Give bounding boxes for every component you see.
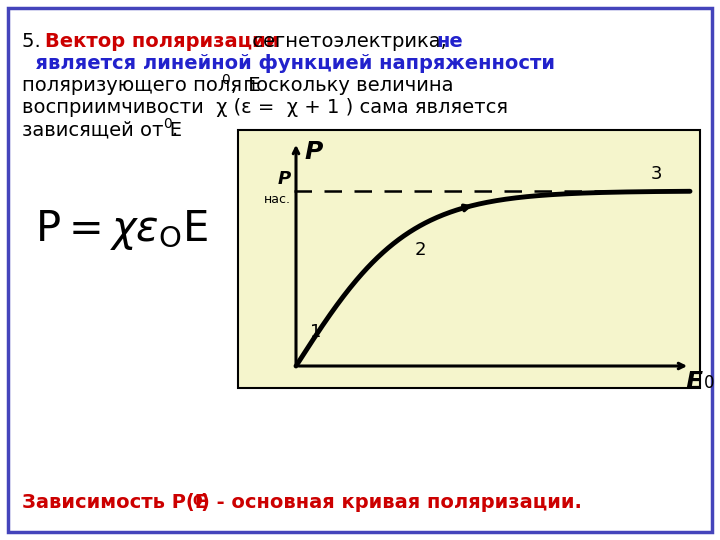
Bar	[238, 130, 700, 388]
Text: P: P	[278, 170, 291, 188]
Text: Зависимость P(E: Зависимость P(E	[22, 493, 208, 512]
Text: P: P	[304, 140, 323, 164]
Text: .: .	[172, 120, 179, 139]
Text: , поскольку величина: , поскольку величина	[231, 76, 454, 95]
Text: E: E	[685, 370, 702, 394]
Text: $\mathrm{P} = \chi\varepsilon_{\mathrm{O}}\mathrm{E}$: $\mathrm{P} = \chi\varepsilon_{\mathrm{O…	[35, 208, 208, 252]
Text: 2: 2	[414, 240, 426, 259]
Text: поляризующего поля E: поляризующего поля E	[22, 76, 261, 95]
Text: нас.: нас.	[264, 193, 291, 206]
Text: является линейной функцией напряженности: является линейной функцией напряженности	[22, 54, 555, 73]
Text: ) - основная кривая поляризации.: ) - основная кривая поляризации.	[201, 493, 582, 512]
Text: не: не	[436, 32, 463, 51]
Text: 0: 0	[192, 494, 202, 508]
Text: 1: 1	[310, 323, 321, 341]
Text: 0: 0	[221, 73, 230, 87]
Text: сегнетоэлектрика,: сегнетоэлектрика,	[246, 32, 453, 51]
Text: Вектор поляризации: Вектор поляризации	[45, 32, 279, 51]
Text: 3: 3	[651, 165, 662, 183]
Text: 5.: 5.	[22, 32, 47, 51]
Text: 0: 0	[704, 374, 714, 392]
Text: восприимчивости  χ (ε =  χ + 1 ) сама является: восприимчивости χ (ε = χ + 1 ) сама явля…	[22, 98, 508, 117]
Text: зависящей от E: зависящей от E	[22, 120, 182, 139]
Text: 0: 0	[163, 117, 172, 131]
